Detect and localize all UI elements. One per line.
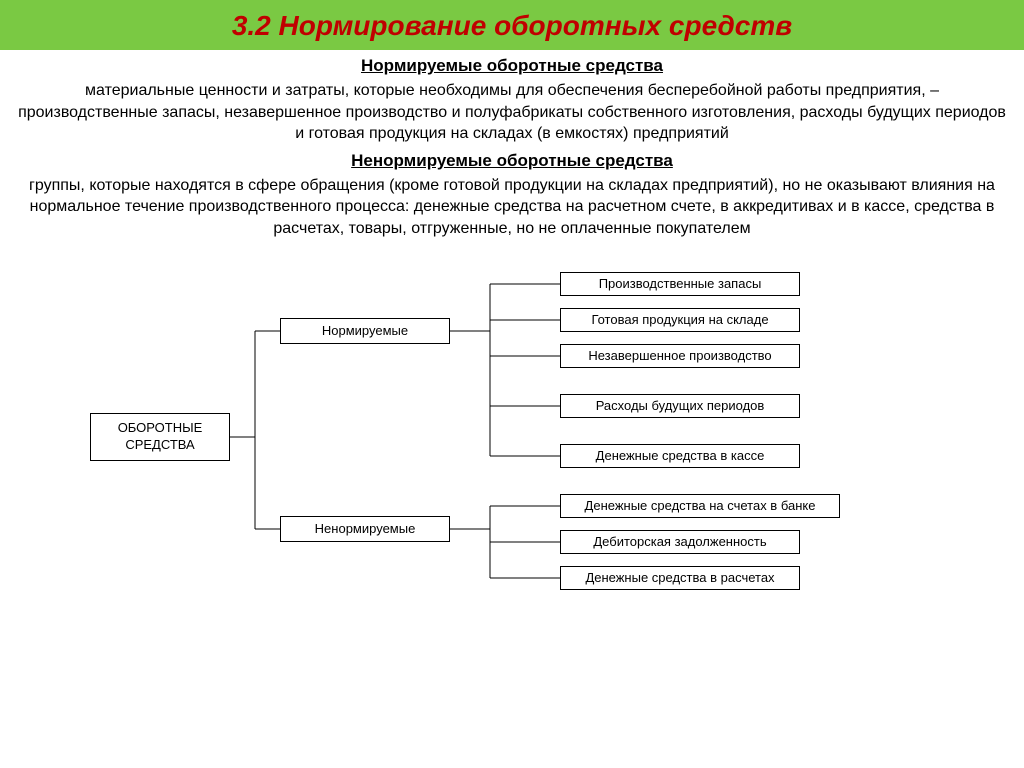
node-root: ОБОРОТНЫЕ СРЕДСТВА: [90, 413, 230, 461]
node-leaf-denezhnye-raschety: Денежные средства в расчетах: [560, 566, 800, 590]
node-nenormiruemye: Ненормируемые: [280, 516, 450, 542]
subheading-nenormiruemye: Ненормируемые оборотные средства: [0, 151, 1024, 171]
paragraph-normiruemye: материальные ценности и затраты, которые…: [0, 80, 1024, 145]
node-leaf-nezavershennoe: Незавершенное производство: [560, 344, 800, 368]
node-leaf-rashody-budushchih: Расходы будущих периодов: [560, 394, 800, 418]
node-normiruemye: Нормируемые: [280, 318, 450, 344]
node-leaf-gotovaya-produkciya: Готовая продукция на складе: [560, 308, 800, 332]
node-leaf-denezhnye-kassa: Денежные средства в кассе: [560, 444, 800, 468]
hierarchy-diagram: ОБОРОТНЫЕ СРЕДСТВА Нормируемые Ненормиру…: [0, 258, 1024, 618]
subheading-normiruemye: Нормируемые оборотные средства: [0, 56, 1024, 76]
slide-header: 3.2 Нормирование оборотных средств: [0, 0, 1024, 50]
node-leaf-proizv-zapasy: Производственные запасы: [560, 272, 800, 296]
node-leaf-denezhnye-bank: Денежные средства на счетах в банке: [560, 494, 840, 518]
paragraph-nenormiruemye: группы, которые находятся в сфере обраще…: [0, 175, 1024, 240]
slide-title: 3.2 Нормирование оборотных средств: [0, 10, 1024, 42]
node-leaf-debitorskaya: Дебиторская задолженность: [560, 530, 800, 554]
